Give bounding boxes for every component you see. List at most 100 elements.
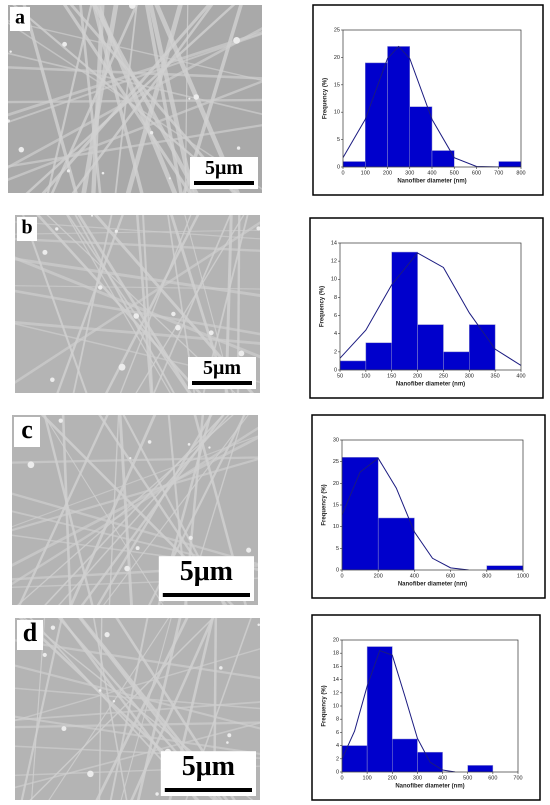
x-axis-label: Nanofiber diameter (nm) <box>395 784 464 790</box>
scale-bar-label: 5μm <box>205 157 243 179</box>
particle <box>66 169 71 173</box>
y-tick-label: 20 <box>333 637 339 643</box>
y-axis-label: Frequency (%) <box>322 685 328 726</box>
scale-bar <box>164 788 252 792</box>
y-tick-label: 0 <box>337 164 340 170</box>
x-tick-label: 250 <box>439 373 448 379</box>
particle <box>187 443 191 446</box>
fiber <box>15 221 260 384</box>
fiber <box>50 5 138 193</box>
particle <box>58 418 63 423</box>
y-tick-label: 6 <box>336 730 339 736</box>
particle <box>208 330 214 336</box>
fiber <box>12 435 258 528</box>
x-tick-label: 200 <box>374 573 383 579</box>
y-tick-label: 25 <box>333 459 339 465</box>
particle <box>188 535 193 540</box>
fit-curve <box>340 252 521 366</box>
plot-frame <box>339 242 522 371</box>
fiber <box>8 27 262 169</box>
y-tick-label: 10 <box>334 110 340 116</box>
x-tick-label: 600 <box>446 573 455 579</box>
x-tick-label: 500 <box>450 170 459 176</box>
particle <box>112 700 116 703</box>
particle <box>246 547 252 553</box>
particle <box>193 94 199 100</box>
bar <box>417 324 444 370</box>
y-tick-label: 0 <box>336 567 339 573</box>
label-box <box>17 620 43 650</box>
particle <box>129 456 132 460</box>
bar <box>391 251 418 370</box>
fiber <box>94 5 178 193</box>
histogram-panel: 0 200 400 600 800 1000 0 5 10 15 20 25 30 Nanofiber d… <box>311 414 546 599</box>
particle <box>9 50 12 53</box>
bar <box>431 150 455 167</box>
fiber <box>8 32 262 124</box>
fiber <box>92 618 128 800</box>
fiber <box>153 215 232 393</box>
y-tick-label: 10 <box>331 277 337 283</box>
y-tick-label: 12 <box>331 259 337 265</box>
particle <box>50 625 56 630</box>
x-tick-label: 800 <box>482 573 491 579</box>
x-tick-label: 600 <box>488 775 497 781</box>
fiber <box>8 20 262 81</box>
particle <box>8 119 10 123</box>
y-axis-label: Frequency (%) <box>320 286 326 327</box>
y-tick-label: 0 <box>334 367 337 373</box>
particle <box>171 311 176 317</box>
y-tick-label: 15 <box>334 82 340 88</box>
particle <box>147 440 152 444</box>
particle <box>188 97 191 100</box>
fiber <box>22 5 78 193</box>
panel-label: a <box>15 7 25 29</box>
bar <box>409 106 433 167</box>
bar <box>377 517 415 570</box>
histogram-panel: 0 100 200 300 400 500 600 700 0 2 4 6 8 10 12 14 16 18 20 N… <box>311 614 541 801</box>
fiber <box>15 256 260 359</box>
bar <box>365 62 388 167</box>
particle <box>42 652 47 658</box>
fit-curve <box>342 457 469 570</box>
scale-bar-label: 5μm <box>203 357 241 379</box>
plot-area <box>340 251 521 370</box>
y-axis-label: Frequency (%) <box>323 78 329 119</box>
x-tick-label: 400 <box>410 573 419 579</box>
x-tick-label: 700 <box>513 775 522 781</box>
x-tick-label: 50 <box>337 373 343 379</box>
particle <box>175 324 181 331</box>
fiber <box>91 5 144 193</box>
y-tick-label: 15 <box>333 502 339 508</box>
particle <box>233 36 241 44</box>
x-tick-label: 300 <box>413 775 422 781</box>
particle <box>238 350 245 357</box>
y-tick-label: 16 <box>333 664 339 670</box>
x-tick-label: 400 <box>427 170 436 176</box>
fiber <box>15 257 260 297</box>
particle <box>149 131 154 135</box>
y-axis-label: Frequency (%) <box>322 484 328 525</box>
histogram-panel: 50 100 150 200 250 300 350 400 0 2 4 6 8 10 12 14 Nanofi… <box>309 217 544 399</box>
particle <box>91 215 94 217</box>
particle <box>256 226 260 231</box>
x-tick-label: 500 <box>463 775 472 781</box>
x-tick-label: 0 <box>341 170 344 176</box>
particle <box>227 733 232 738</box>
fiber <box>95 618 189 800</box>
fiber <box>79 5 102 193</box>
particle <box>236 146 241 150</box>
particle <box>168 177 171 180</box>
fiber <box>20 618 63 800</box>
x-tick-label: 700 <box>494 170 503 176</box>
particle <box>18 146 25 153</box>
x-tick-label: 400 <box>438 775 447 781</box>
x-axis-label: Nanofiber diameter (nm) <box>398 582 467 588</box>
bar <box>366 646 393 772</box>
sem-content <box>8 5 262 193</box>
bar <box>498 161 521 167</box>
fiber <box>144 5 183 193</box>
particle <box>135 546 140 551</box>
particle <box>208 446 211 449</box>
